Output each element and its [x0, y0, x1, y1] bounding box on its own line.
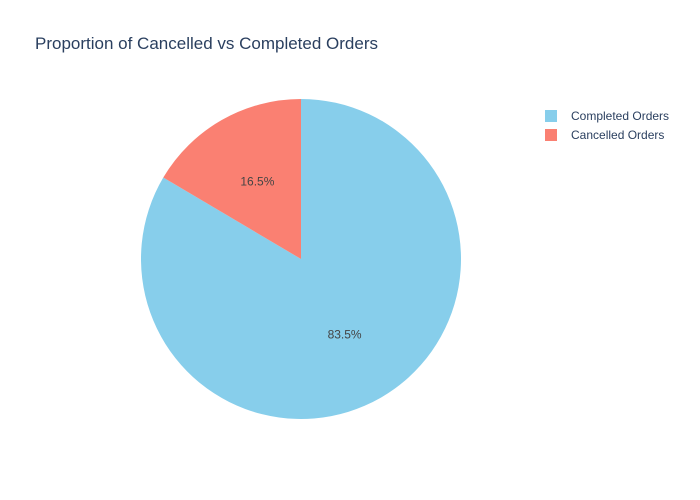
legend-swatch-completed-orders	[545, 109, 557, 122]
pie-slices	[141, 99, 462, 420]
pie-slice-cancelled-orders[interactable]	[163, 99, 301, 259]
pie-label-cancelled-orders: 16.5%	[240, 175, 274, 189]
legend: Completed Orders Cancelled Orders	[545, 106, 669, 144]
pie-slice-completed-orders[interactable]	[141, 99, 462, 420]
legend-item-cancelled-orders[interactable]: Cancelled Orders	[545, 125, 669, 144]
pie-labels: 83.5% 16.5%	[240, 175, 362, 342]
pie-label-completed-orders: 83.5%	[328, 328, 362, 342]
legend-label-completed-orders: Completed Orders	[571, 108, 670, 123]
legend-swatch-cancelled-orders	[545, 128, 557, 141]
legend-label-cancelled-orders: Cancelled Orders	[571, 127, 665, 142]
chart-title: Proportion of Cancelled vs Completed Ord…	[35, 34, 378, 53]
legend-item-completed-orders[interactable]: Completed Orders	[545, 106, 669, 125]
